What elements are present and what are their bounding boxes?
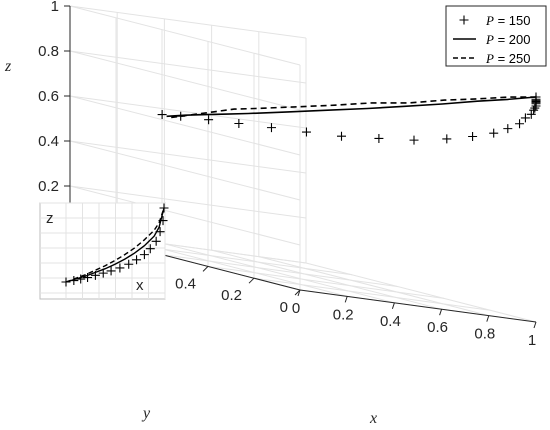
grid-back-z bbox=[69, 140, 307, 174]
y-tick-label: 0 bbox=[280, 299, 288, 316]
series-150-marker bbox=[529, 105, 539, 115]
y-tick-label: 0.2 bbox=[221, 287, 242, 304]
legend-label-200: P = 200 bbox=[485, 32, 530, 47]
series-150-marker bbox=[157, 110, 167, 120]
inset-grid bbox=[40, 202, 166, 299]
grid-side-z bbox=[69, 95, 301, 156]
legend-value: = 150 bbox=[494, 13, 531, 28]
grid-floor-x bbox=[211, 249, 442, 310]
y-tick bbox=[294, 289, 301, 296]
series-150-marker bbox=[234, 119, 244, 128]
series-150-marker bbox=[337, 131, 346, 141]
x-tick bbox=[486, 315, 490, 322]
y-tick-label: 0.4 bbox=[175, 275, 196, 292]
inset-series-150-marker bbox=[145, 244, 155, 254]
grid-floor-y bbox=[161, 254, 399, 288]
grid-back-z bbox=[69, 5, 307, 39]
x-tick-label: 1 bbox=[528, 332, 536, 349]
z-axis-label: z bbox=[4, 58, 12, 75]
legend-label-250: P = 250 bbox=[485, 51, 530, 66]
series-layer bbox=[157, 92, 541, 145]
x-axis-label: x bbox=[369, 410, 377, 427]
inset-series-150-marker bbox=[83, 273, 93, 283]
inset-vertical-label: z bbox=[46, 210, 54, 227]
inset-frame bbox=[39, 202, 166, 300]
series-150-marker bbox=[266, 123, 276, 133]
x-tick-label: 0.2 bbox=[333, 306, 354, 323]
inset-series-150-marker bbox=[124, 259, 134, 269]
grid-side-z bbox=[69, 185, 301, 246]
inset-projection: z x bbox=[39, 202, 169, 300]
series-150-marker bbox=[301, 127, 311, 137]
inset-series bbox=[61, 203, 169, 287]
grid-floor-y bbox=[253, 277, 491, 311]
grid-back-z bbox=[69, 185, 307, 219]
z-tick-label: 0.4 bbox=[38, 133, 59, 150]
inset-series-150-marker bbox=[115, 263, 125, 273]
series-150-marker bbox=[520, 113, 530, 123]
x-tick bbox=[439, 309, 443, 316]
x-tick-label: 0 bbox=[292, 300, 300, 317]
x-tick bbox=[533, 321, 537, 329]
legend-value: = 200 bbox=[494, 32, 531, 47]
inset-horizontal-label: x bbox=[136, 277, 144, 294]
inset-series-150-marker bbox=[106, 266, 116, 276]
series-250-line bbox=[171, 96, 537, 119]
inset-series-200-line bbox=[65, 207, 165, 283]
legend-marker-150 bbox=[459, 15, 469, 25]
z-tick-label: 1 bbox=[51, 0, 59, 15]
series-150-marker bbox=[530, 103, 540, 113]
legend-prefix: P bbox=[485, 32, 494, 47]
series-150-marker bbox=[204, 115, 214, 125]
x-tick bbox=[344, 296, 348, 303]
grid-side-z bbox=[69, 140, 301, 201]
x-tick-label: 0.8 bbox=[474, 326, 495, 343]
z-tick-label: 0.2 bbox=[38, 178, 59, 195]
z-tick-label: 0.8 bbox=[38, 43, 59, 60]
series-150-marker bbox=[409, 135, 419, 145]
grid-floor-y bbox=[207, 265, 445, 299]
series-150-marker bbox=[503, 124, 513, 134]
series-150-marker bbox=[374, 133, 384, 143]
series-150-marker bbox=[442, 134, 452, 144]
legend-prefix: P bbox=[485, 13, 494, 28]
z-tick-label: 0.6 bbox=[38, 88, 59, 105]
y-tick bbox=[248, 277, 255, 284]
inset-series-150-marker bbox=[151, 236, 161, 246]
series-150-marker bbox=[526, 109, 536, 119]
inset-series-150-marker bbox=[132, 255, 142, 265]
legend-box bbox=[445, 5, 547, 67]
grid-back-z bbox=[69, 95, 307, 129]
grid-side-z bbox=[69, 5, 301, 66]
grid-side-z bbox=[69, 50, 301, 111]
x-axis-line bbox=[299, 289, 537, 323]
grid-floor-x bbox=[164, 243, 395, 304]
x-tick-label: 0.4 bbox=[380, 313, 401, 330]
series-150-marker bbox=[468, 132, 478, 142]
legend-value: = 250 bbox=[494, 51, 531, 66]
grid-back-z bbox=[69, 50, 307, 84]
series-150-marker bbox=[489, 128, 499, 138]
legend-prefix: P bbox=[485, 51, 494, 66]
legend-label-150: P = 150 bbox=[485, 13, 530, 28]
grid-floor-x bbox=[258, 256, 489, 317]
y-axis-label: y bbox=[141, 405, 151, 422]
inset-series-250-line bbox=[65, 207, 165, 283]
grid-floor-x bbox=[305, 262, 537, 323]
x-tick-label: 0.6 bbox=[427, 319, 448, 336]
x-tick bbox=[391, 302, 395, 309]
y-tick bbox=[202, 266, 209, 272]
series-200-line bbox=[166, 96, 537, 118]
inset-series-150-marker bbox=[139, 250, 149, 260]
series-150-marker bbox=[515, 119, 525, 129]
